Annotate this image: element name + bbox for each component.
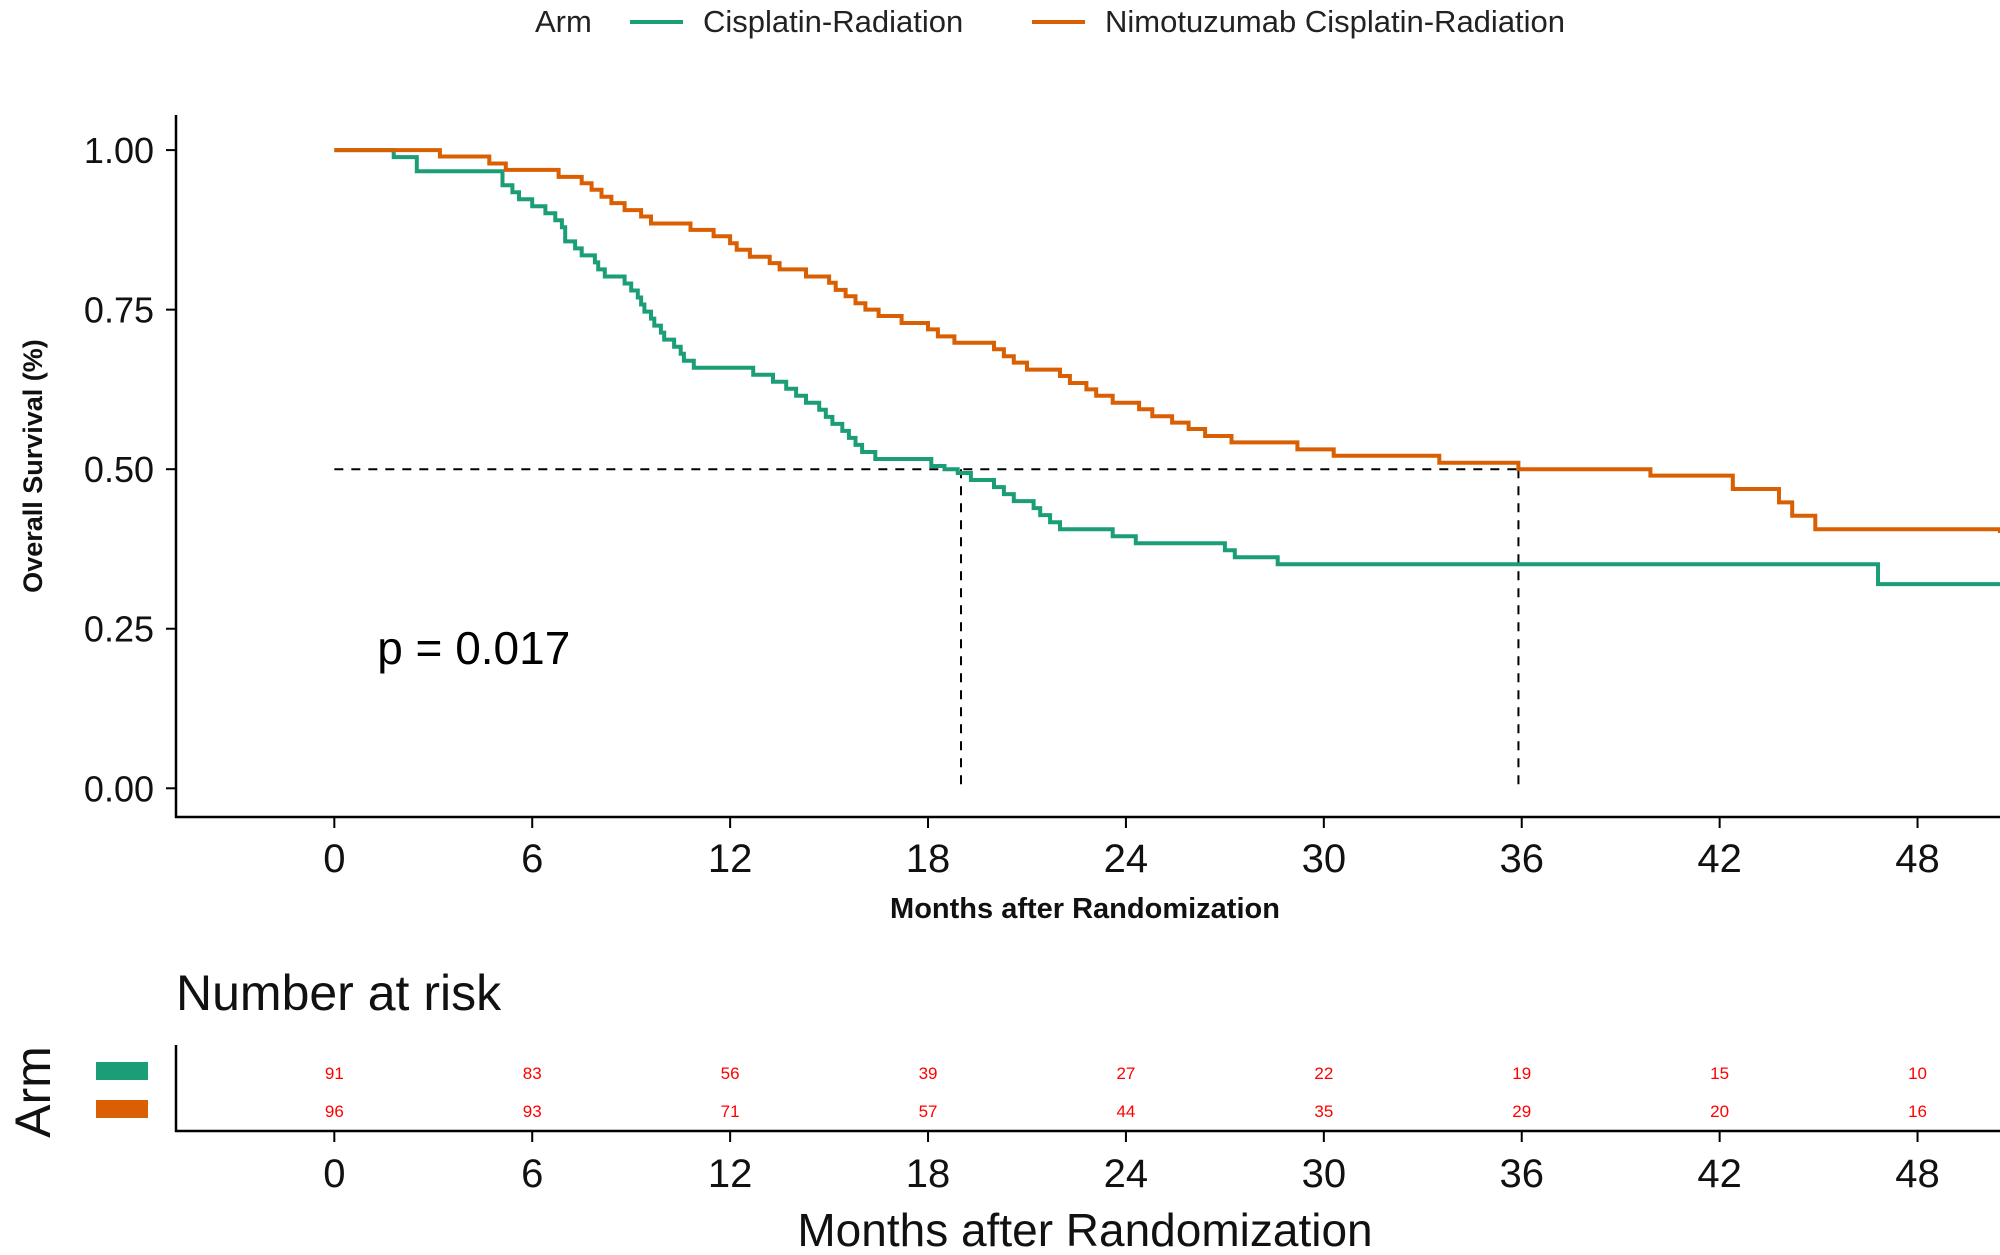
survival-curve-cisplatin — [334, 148, 2000, 587]
risk-count: 93 — [523, 1102, 542, 1121]
p-value-annotation: p = 0.017 — [377, 622, 570, 674]
risk-x-tick-label: 30 — [1302, 1152, 1347, 1196]
risk-table-y-label: Arm — [5, 1046, 61, 1138]
median-reference-lines — [334, 468, 1520, 789]
risk-x-tick-label: 12 — [708, 1152, 753, 1196]
risk-count: 19 — [1512, 1064, 1531, 1083]
risk-x-tick-label: 0 — [323, 1152, 345, 1196]
y-tick-label: 0.25 — [84, 609, 154, 650]
survival-curve-nimotuzumab — [334, 148, 2000, 533]
x-axis-label: Months after Randomization — [890, 893, 1280, 925]
risk-count: 27 — [1116, 1064, 1135, 1083]
survival-plot: 0.00 0.25 0.50 0.75 1.00 0 6 12 18 24 30… — [18, 115, 2000, 925]
legend-label-cisplatin: Cisplatin-Radiation — [703, 4, 963, 39]
risk-count: 15 — [1710, 1064, 1729, 1083]
risk-row-nimotuzumab: 96 93 71 57 44 35 29 20 16 — [325, 1102, 1927, 1121]
risk-x-tick-label: 42 — [1697, 1152, 1742, 1196]
legend-label-nimotuzumab: Nimotuzumab Cisplatin-Radiation — [1105, 4, 1565, 39]
x-tick-label: 36 — [1499, 837, 1544, 881]
risk-x-axis-ticks — [333, 1131, 1919, 1142]
risk-x-tick-label: 24 — [1104, 1152, 1149, 1196]
y-axis-ticks — [166, 149, 176, 790]
x-tick-label: 24 — [1104, 837, 1149, 881]
risk-count: 44 — [1116, 1102, 1135, 1121]
risk-table-x-axis-label: Months after Randomization — [797, 1204, 1372, 1255]
risk-x-tick-label: 18 — [906, 1152, 951, 1196]
legend-title: Arm — [535, 4, 592, 39]
x-tick-label: 6 — [521, 837, 543, 881]
risk-count: 71 — [721, 1102, 740, 1121]
y-tick-label: 0.75 — [84, 290, 154, 331]
x-tick-label: 48 — [1895, 837, 1940, 881]
risk-count: 91 — [325, 1064, 344, 1083]
y-tick-label: 0.00 — [84, 768, 154, 809]
risk-count: 20 — [1710, 1102, 1729, 1121]
risk-count: 35 — [1314, 1102, 1333, 1121]
risk-table: Number at risk Arm 91 83 56 39 27 22 19 … — [5, 965, 2000, 1255]
risk-x-tick-label: 6 — [521, 1152, 543, 1196]
risk-row-swatch-cisplatin — [96, 1062, 148, 1080]
risk-count: 29 — [1512, 1102, 1531, 1121]
risk-count: 39 — [919, 1064, 938, 1083]
risk-table-title: Number at risk — [176, 965, 502, 1021]
x-tick-label: 18 — [906, 837, 951, 881]
y-tick-label: 1.00 — [84, 130, 154, 171]
x-axis-ticks — [333, 817, 1919, 828]
risk-x-axis-tick-labels: 0 6 12 18 24 30 36 42 48 — [323, 1152, 1940, 1196]
x-tick-label: 12 — [708, 837, 753, 881]
x-tick-label: 42 — [1697, 837, 1742, 881]
x-tick-label: 30 — [1302, 837, 1347, 881]
y-tick-label: 0.50 — [84, 449, 154, 490]
risk-count: 10 — [1908, 1064, 1927, 1083]
risk-x-tick-label: 36 — [1499, 1152, 1544, 1196]
risk-count: 83 — [523, 1064, 542, 1083]
risk-count: 22 — [1314, 1064, 1333, 1083]
risk-row-cisplatin: 91 83 56 39 27 22 19 15 10 — [325, 1064, 1927, 1083]
x-axis-tick-labels: 0 6 12 18 24 30 36 42 48 — [323, 837, 1940, 881]
risk-count: 16 — [1908, 1102, 1927, 1121]
risk-count: 57 — [919, 1102, 938, 1121]
y-axis-label: Overall Survival (%) — [18, 339, 48, 593]
y-axis-tick-labels: 0.00 0.25 0.50 0.75 1.00 — [84, 130, 154, 809]
x-tick-label: 0 — [323, 837, 345, 881]
risk-x-tick-label: 48 — [1895, 1152, 1940, 1196]
risk-row-swatch-nimotuzumab — [96, 1100, 148, 1118]
legend: Arm Cisplatin-Radiation Nimotuzumab Cisp… — [535, 4, 1565, 39]
risk-count: 56 — [721, 1064, 740, 1083]
risk-count: 96 — [325, 1102, 344, 1121]
